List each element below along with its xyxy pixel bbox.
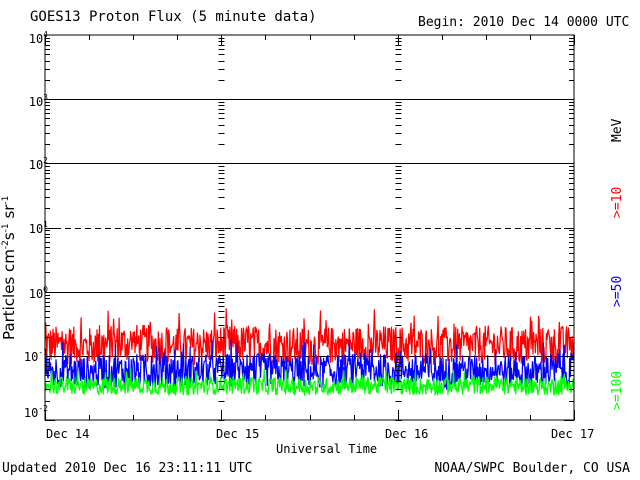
axis-ticks	[45, 35, 575, 421]
xtick-label: Dec 16	[385, 427, 429, 441]
ytick-label: 103	[28, 93, 48, 109]
flux-series-2	[44, 368, 575, 397]
xtick-label: Dec 15	[216, 427, 260, 441]
ytick-label: 10-1	[23, 348, 48, 364]
ytick-label: 101	[28, 220, 48, 236]
chart-title: GOES13 Proton Flux (5 minute data)	[30, 9, 317, 25]
legend-item-50mev: >=50	[610, 275, 625, 307]
x-axis-label: Universal Time	[276, 442, 378, 456]
updated-timestamp: Updated 2010 Dec 16 23:11:11 UTC	[2, 461, 253, 476]
flux-series-0	[44, 308, 575, 366]
source-credit: NOAA/SWPC Boulder, CO USA	[434, 461, 630, 476]
xtick-label: Dec 14	[46, 427, 90, 441]
plot-frame	[44, 34, 575, 421]
grid-lines	[45, 99, 574, 357]
legend-item-100mev: >=100	[610, 370, 625, 410]
y-axis-label: Particles cm-2s-1 sr-1	[0, 195, 18, 340]
legend-unit: MeV	[610, 118, 625, 142]
legend-item-10mev: >=10	[610, 186, 625, 218]
ytick-label: 100	[28, 285, 48, 301]
data-series	[44, 308, 575, 397]
ytick-label: 10-2	[23, 404, 48, 420]
ytick-label: 102	[28, 156, 48, 172]
ytick-label: 104	[28, 30, 48, 46]
begin-time: Begin: 2010 Dec 14 0000 UTC	[418, 15, 630, 30]
xtick-label: Dec 17	[551, 427, 595, 441]
